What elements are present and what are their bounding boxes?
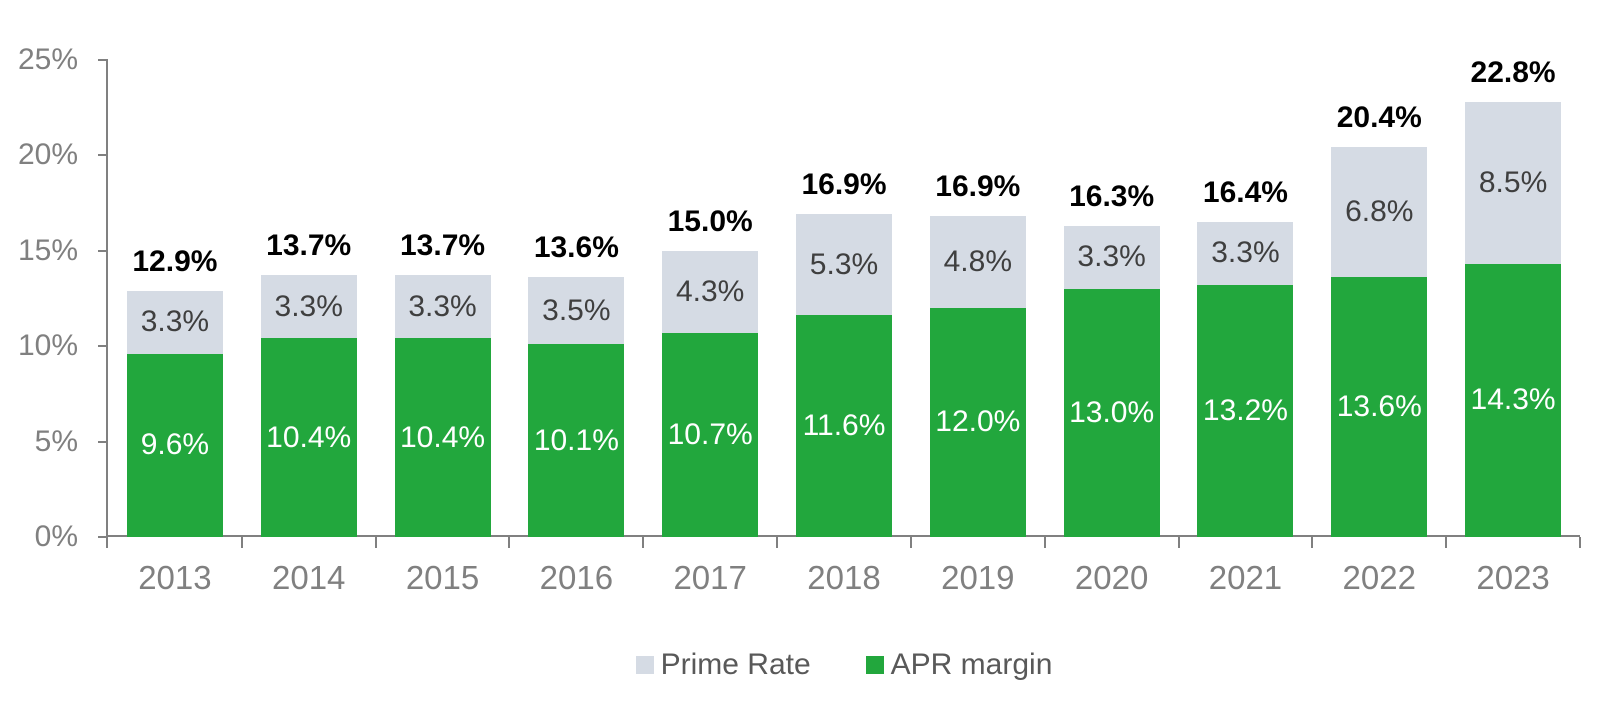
prime-rate-value-label: 3.3% (408, 289, 477, 323)
prime-rate-value-label: 4.8% (943, 244, 1012, 278)
prime-rate-value-label: 3.3% (140, 305, 210, 339)
prime-rate-value-label: 3.5% (542, 293, 611, 327)
bar-segment-prime-rate-2014: 3.3% (260, 275, 357, 339)
bar-segment-apr-margin-2018: 11.6% (796, 315, 892, 537)
bar-segment-prime-rate-2019: 4.8% (929, 216, 1026, 308)
total-value-label-2019: 16.9% (935, 170, 1021, 204)
apr-margin-value-label: 9.6% (140, 428, 210, 462)
bar-segment-apr-margin-2021: 13.2% (1197, 284, 1294, 537)
y-axis-tick (98, 154, 106, 156)
y-axis-tick-label: 10% (17, 329, 78, 362)
total-value-label-2017: 15.0% (667, 204, 753, 238)
x-axis-category-label-2015: 2015 (405, 559, 480, 596)
legend-label-prime-rate: Prime Rate (660, 648, 811, 681)
x-axis-tick (909, 537, 912, 548)
x-axis-tick (508, 537, 511, 548)
x-axis-category-label-2013: 2013 (138, 559, 212, 596)
y-axis-tick (98, 440, 106, 443)
prime-rate-value-label: 4.3% (675, 274, 745, 308)
apr-margin-value-label: 11.6% (802, 409, 886, 443)
bar-segment-prime-rate-2023: 8.5% (1465, 101, 1562, 264)
y-axis-tick-label: 5% (34, 424, 78, 458)
bar-segment-prime-rate-2020: 3.3% (1063, 225, 1160, 289)
total-value-label-2020: 16.3% (1069, 179, 1155, 213)
apr-margin-value-label: 13.2% (1202, 393, 1288, 427)
chart-legend: Prime Rate APR margin (108, 646, 1580, 684)
y-axis-tick (98, 58, 106, 61)
bar-segment-apr-margin-2015: 10.4% (394, 338, 491, 537)
x-axis-tick (776, 537, 779, 548)
bar-segment-apr-margin-2014: 10.4% (260, 338, 357, 537)
y-axis-tick (98, 249, 106, 252)
prime-rate-value-label: 3.3% (274, 289, 343, 323)
x-axis-category-label-2014: 2014 (272, 559, 346, 596)
prime-rate-value-label: 8.5% (1478, 165, 1548, 199)
y-axis-tick-label: 0% (34, 520, 78, 553)
x-axis-category-label-2019: 2019 (941, 559, 1015, 596)
x-axis-tick (1043, 537, 1046, 548)
bar-segment-apr-margin-2020: 13.0% (1063, 288, 1160, 537)
apr-margin-value-label: 14.3% (1470, 383, 1556, 417)
legend-label-apr-margin: APR margin (890, 648, 1053, 681)
bar-segment-apr-margin-2013: 9.6% (126, 353, 223, 537)
total-value-label-2015: 13.7% (399, 229, 486, 263)
total-value-label-2014: 13.7% (266, 229, 352, 263)
x-axis-category-label-2021: 2021 (1208, 559, 1283, 596)
prime-rate-value-label: 3.3% (1077, 240, 1146, 274)
prime-rate-value-label: 6.8% (1345, 195, 1414, 229)
bar-segment-prime-rate-2018: 5.3% (796, 214, 892, 316)
y-axis-line (106, 59, 108, 548)
x-axis-tick (642, 537, 645, 548)
bar-segment-apr-margin-2022: 13.6% (1331, 277, 1428, 537)
total-value-label-2018: 16.9% (801, 168, 887, 202)
bar-segment-prime-rate-2013: 3.3% (126, 290, 223, 354)
x-axis-tick (240, 537, 243, 548)
x-axis-tick (1445, 537, 1448, 548)
y-axis-tick (98, 536, 106, 538)
legend-item-prime-rate: Prime Rate (635, 648, 811, 681)
x-axis-category-label-2018: 2018 (807, 559, 881, 596)
bar-segment-apr-margin-2016: 10.1% (528, 344, 625, 537)
bar-segment-prime-rate-2021: 3.3% (1197, 221, 1294, 285)
x-axis-tick (374, 537, 377, 548)
apr-margin-swatch-icon (865, 656, 884, 674)
bar-segment-apr-margin-2017: 10.7% (662, 332, 759, 537)
total-value-label-2023: 22.8% (1470, 55, 1556, 89)
apr-margin-value-label: 10.7% (667, 417, 753, 451)
x-axis-category-label-2017: 2017 (673, 559, 747, 596)
apr-margin-value-label: 10.1% (533, 423, 619, 457)
bar-segment-prime-rate-2015: 3.3% (394, 275, 491, 339)
bar-segment-apr-margin-2019: 12.0% (929, 307, 1026, 537)
total-value-label-2016: 13.6% (533, 231, 619, 265)
x-axis-tick (1177, 537, 1180, 548)
y-axis-tick (98, 345, 106, 347)
x-axis-tick (1579, 537, 1581, 548)
x-axis-category-label-2022: 2022 (1342, 559, 1416, 596)
bar-segment-prime-rate-2017: 4.3% (662, 250, 759, 333)
apr-margin-value-label: 13.0% (1069, 395, 1155, 429)
legend-item-apr-margin: APR margin (865, 648, 1053, 681)
bar-segment-prime-rate-2022: 6.8% (1331, 147, 1428, 278)
y-axis-tick-label: 15% (17, 233, 78, 267)
apr-margin-value-label: 13.6% (1336, 390, 1422, 424)
total-value-label-2021: 16.4% (1202, 175, 1288, 209)
apr-margin-value-label: 10.4% (266, 420, 352, 454)
prime-rate-swatch-icon (635, 656, 654, 674)
prime-rate-value-label: 5.3% (809, 247, 879, 281)
x-axis-category-label-2023: 2023 (1476, 559, 1550, 596)
x-axis-tick (1311, 537, 1314, 548)
apr-margin-value-label: 10.4% (399, 420, 486, 454)
total-value-label-2013: 12.9% (132, 244, 218, 278)
y-axis-tick-label: 25% (17, 42, 78, 76)
apr-margin-value-label: 12.0% (935, 405, 1021, 439)
bar-segment-prime-rate-2016: 3.5% (528, 277, 625, 345)
prime-rate-value-label: 3.3% (1211, 236, 1280, 270)
y-axis-tick-label: 20% (17, 138, 78, 171)
x-axis-category-label-2020: 2020 (1074, 559, 1149, 596)
total-value-label-2022: 20.4% (1336, 101, 1422, 135)
x-axis-category-label-2016: 2016 (539, 559, 614, 596)
bar-segment-apr-margin-2023: 14.3% (1465, 263, 1562, 537)
